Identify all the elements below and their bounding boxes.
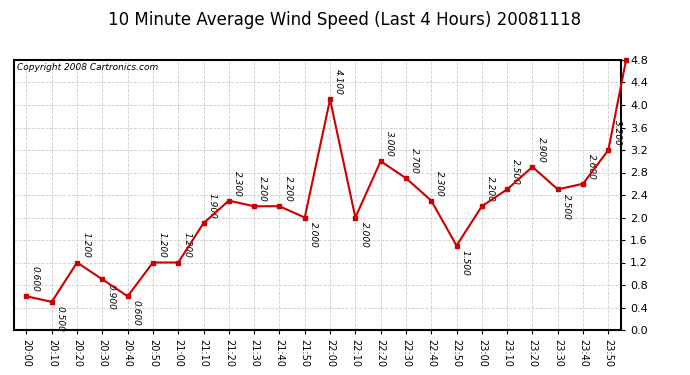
Text: 1.200: 1.200	[182, 232, 191, 258]
Text: 2.600: 2.600	[587, 154, 596, 180]
Text: 0.600: 0.600	[132, 300, 141, 326]
Text: 4.100: 4.100	[334, 69, 343, 95]
Text: 10 Minute Average Wind Speed (Last 4 Hours) 20081118: 10 Minute Average Wind Speed (Last 4 Hou…	[108, 11, 582, 29]
Text: 4.800: 4.800	[0, 374, 1, 375]
Text: 0.900: 0.900	[106, 284, 115, 309]
Text: 2.500: 2.500	[562, 194, 571, 219]
Text: 2.900: 2.900	[537, 137, 546, 163]
Text: 2.300: 2.300	[233, 171, 242, 196]
Text: 1.500: 1.500	[461, 250, 470, 276]
Text: 2.500: 2.500	[511, 159, 520, 185]
Text: 2.200: 2.200	[486, 176, 495, 202]
Text: 2.200: 2.200	[258, 176, 267, 202]
Text: 3.200: 3.200	[613, 120, 622, 146]
Text: 0.600: 0.600	[30, 266, 39, 292]
Text: 2.200: 2.200	[284, 176, 293, 202]
Text: 2.000: 2.000	[309, 222, 318, 248]
Text: 1.200: 1.200	[157, 232, 166, 258]
Text: 2.300: 2.300	[435, 171, 444, 196]
Text: 2.700: 2.700	[410, 148, 419, 174]
Text: 0.500: 0.500	[56, 306, 65, 332]
Text: 3.000: 3.000	[385, 131, 394, 157]
Text: Copyright 2008 Cartronics.com: Copyright 2008 Cartronics.com	[17, 63, 158, 72]
Text: 1.200: 1.200	[81, 232, 90, 258]
Text: 2.000: 2.000	[359, 222, 368, 248]
Text: 1.900: 1.900	[208, 193, 217, 219]
